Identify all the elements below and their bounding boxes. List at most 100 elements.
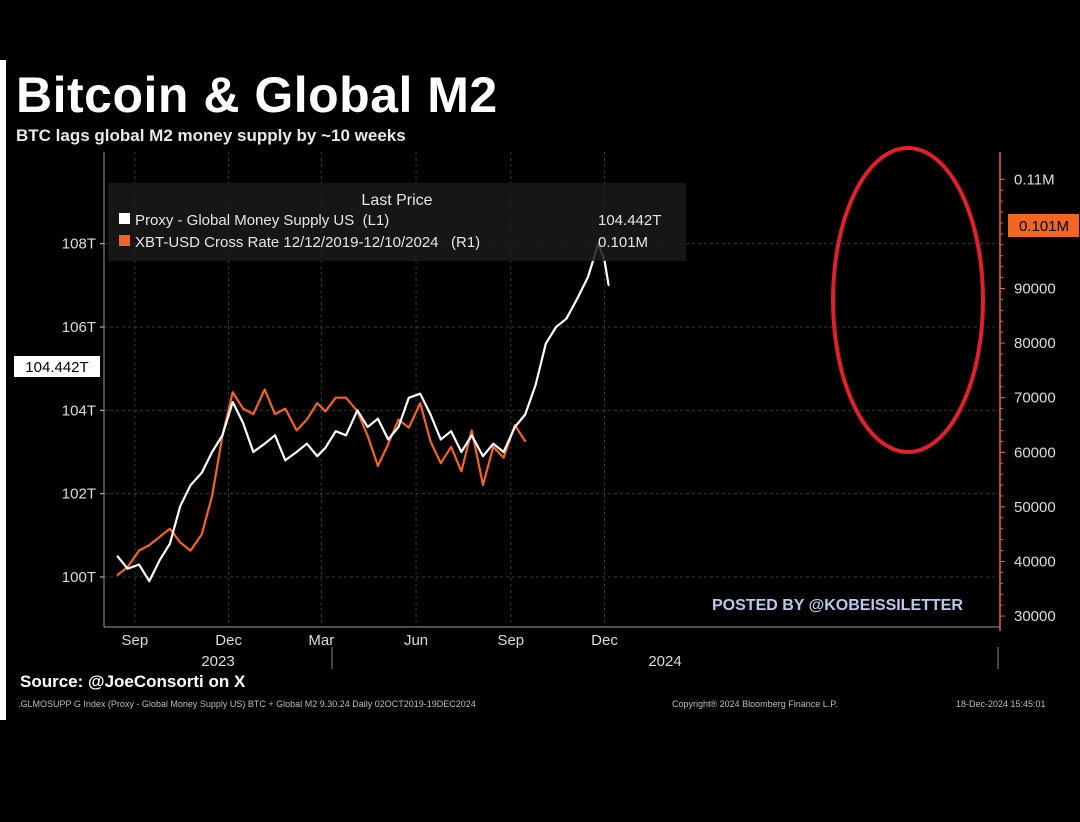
data-point-m2	[117, 555, 119, 557]
data-point-m2	[222, 435, 224, 437]
data-point-btc	[367, 435, 369, 437]
x-tick-label: Jun	[404, 632, 428, 649]
data-point-btc	[345, 397, 347, 399]
data-point-btc	[450, 446, 452, 448]
data-point-m2	[503, 451, 505, 453]
left-tick-label: 102T	[62, 486, 96, 503]
data-point-btc	[492, 446, 494, 448]
x-tick-label: Mar	[308, 632, 334, 649]
x-tick-label: Sep	[122, 632, 149, 649]
data-point-btc	[211, 495, 213, 497]
data-point-m2	[306, 443, 308, 445]
data-point-m2	[419, 393, 421, 395]
data-point-btc	[440, 462, 442, 464]
data-point-btc	[232, 391, 234, 393]
legend-heading: Last Price	[361, 192, 432, 209]
data-point-m2	[179, 505, 181, 507]
data-point-btc	[284, 408, 286, 410]
data-point-m2	[566, 318, 568, 320]
data-point-btc	[335, 397, 337, 399]
left-tick-label: 108T	[62, 236, 96, 253]
data-point-btc	[138, 550, 140, 552]
data-point-btc	[169, 528, 171, 530]
data-point-btc	[482, 484, 484, 486]
data-point-btc	[296, 430, 298, 432]
footer-copyright: Copyright® 2024 Bloomberg Finance L.P.	[672, 699, 838, 709]
legend-box: Last Price Proxy - Global Money Supply U…	[108, 183, 686, 261]
data-point-m2	[284, 460, 286, 462]
data-point-btc	[190, 550, 192, 552]
data-point-m2	[190, 485, 192, 487]
data-point-btc	[387, 443, 389, 445]
left-tick-label: 106T	[62, 319, 96, 336]
source-credit: Source: @JoeConsorti on X	[20, 672, 245, 692]
data-point-m2	[274, 435, 276, 437]
data-point-m2	[264, 443, 266, 445]
x-year-label: 2023	[201, 653, 234, 670]
data-point-m2	[535, 385, 537, 387]
data-point-m2	[555, 326, 557, 328]
data-point-m2	[608, 285, 610, 287]
legend-label-btc: XBT-USD Cross Rate 12/12/2019-12/10/2024…	[135, 234, 480, 251]
data-point-m2	[450, 430, 452, 432]
data-point-m2	[398, 426, 400, 428]
x-tick-label: Dec	[215, 632, 242, 649]
right-tick-label: 90000	[1014, 280, 1056, 297]
data-point-m2	[325, 447, 327, 449]
data-point-btc	[461, 471, 463, 473]
footer-timestamp: 18-Dec-2024 15:45:01	[956, 699, 1046, 709]
data-point-m2	[159, 560, 161, 562]
data-point-m2	[514, 426, 516, 428]
legend-label-m2: Proxy - Global Money Supply US (L1)	[135, 212, 389, 229]
data-point-btc	[242, 408, 244, 410]
data-point-m2	[492, 443, 494, 445]
legend-value-btc: 0.101M	[598, 234, 648, 251]
data-point-m2	[408, 397, 410, 399]
data-point-m2	[316, 455, 318, 457]
data-point-m2	[377, 418, 379, 420]
legend-swatch-btc	[119, 235, 130, 246]
data-point-btc	[377, 465, 379, 467]
data-point-btc	[179, 542, 181, 544]
data-point-m2	[242, 422, 244, 424]
data-point-m2	[461, 451, 463, 453]
right-tick-label: 60000	[1014, 444, 1056, 461]
series-line-m2	[117, 244, 608, 582]
data-point-m2	[211, 451, 213, 453]
highlight-circle	[833, 148, 983, 452]
left-tick-label: 100T	[62, 569, 96, 586]
data-point-m2	[169, 543, 171, 545]
data-point-btc	[117, 574, 119, 576]
data-point-m2	[524, 414, 526, 416]
data-point-m2	[138, 564, 140, 566]
data-point-m2	[232, 401, 234, 403]
left-last-value-tag: 104.442T	[14, 356, 100, 377]
right-tick-label: 0.11M	[1014, 171, 1055, 188]
legend-swatch-m2	[119, 213, 130, 224]
data-point-m2	[253, 451, 255, 453]
data-point-m2	[587, 276, 589, 278]
data-point-btc	[306, 419, 308, 421]
series-layer	[117, 243, 610, 582]
right-tick-label: 40000	[1014, 553, 1056, 570]
data-point-m2	[335, 430, 337, 432]
right-tick-label: 80000	[1014, 335, 1056, 352]
data-point-m2	[387, 439, 389, 441]
data-point-m2	[577, 297, 579, 299]
data-point-m2	[471, 435, 473, 437]
data-point-btc	[419, 402, 421, 404]
right-last-value-label: 0.101M	[1019, 218, 1069, 235]
x-tick-label: Sep	[497, 632, 524, 649]
data-point-btc	[149, 544, 151, 546]
x-year-label: 2024	[648, 653, 681, 670]
right-tick-label: 70000	[1014, 390, 1056, 407]
left-last-value-label: 104.442T	[25, 359, 88, 376]
data-point-m2	[127, 568, 129, 570]
data-point-m2	[357, 410, 359, 412]
data-point-m2	[440, 439, 442, 441]
data-point-btc	[159, 536, 161, 538]
data-point-btc	[253, 413, 255, 415]
data-point-btc	[398, 419, 400, 421]
data-point-btc	[316, 402, 318, 404]
data-point-btc	[408, 427, 410, 429]
